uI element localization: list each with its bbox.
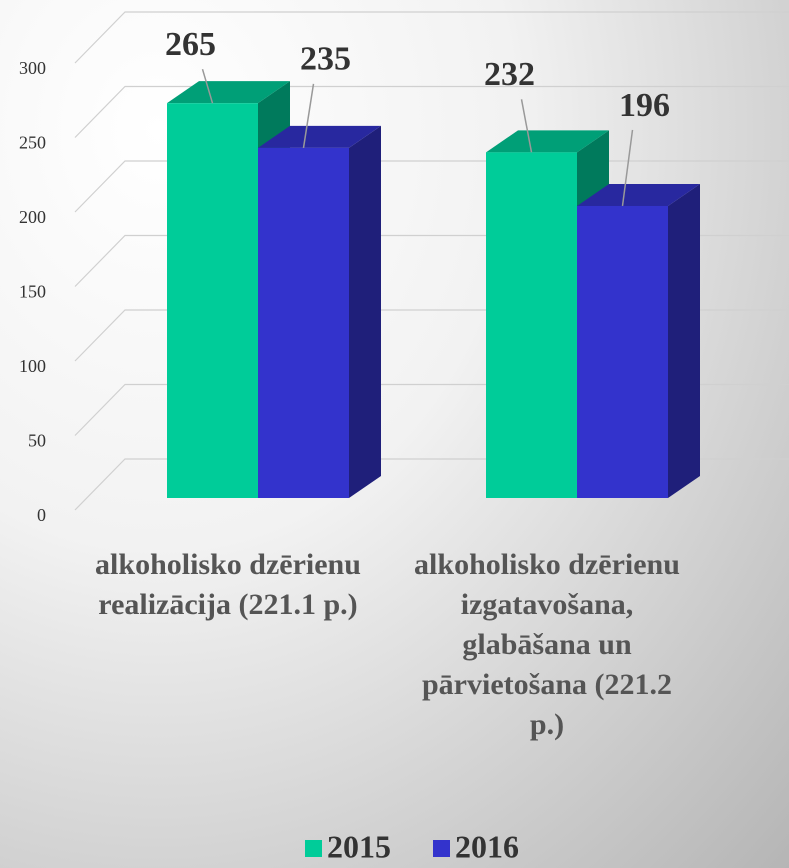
y-tick-label: 0 bbox=[37, 505, 46, 525]
grid-line bbox=[74, 11, 789, 64]
y-tick-label: 150 bbox=[19, 282, 46, 302]
data-label: 232 bbox=[484, 56, 535, 93]
x-tick-label: alkoholisko dzērienu realizācija (221.1 … bbox=[95, 548, 361, 621]
legend-swatch bbox=[433, 840, 450, 857]
legend-label: 2016 bbox=[455, 828, 519, 864]
leader-line bbox=[302, 83, 315, 148]
x-tick-label: alkoholisko dzērienu izgatavošana, glabā… bbox=[414, 548, 680, 741]
bar bbox=[486, 152, 577, 498]
leader-line bbox=[520, 99, 533, 153]
bar-top bbox=[167, 81, 290, 104]
bar-top bbox=[258, 125, 381, 148]
bar bbox=[258, 147, 349, 498]
grid-line bbox=[74, 85, 789, 138]
y-tick-label: 50 bbox=[28, 431, 46, 451]
data-label: 235 bbox=[300, 41, 351, 78]
legend-swatch bbox=[305, 840, 322, 857]
legend-label: 2015 bbox=[327, 828, 391, 864]
data-label: 265 bbox=[165, 26, 216, 63]
bar-top bbox=[577, 183, 700, 206]
bar-side bbox=[349, 125, 381, 498]
y-tick-label: 250 bbox=[19, 133, 46, 153]
y-tick-label: 300 bbox=[19, 58, 46, 78]
leader-line bbox=[621, 129, 634, 207]
y-tick-label: 100 bbox=[19, 356, 46, 376]
bar bbox=[167, 103, 258, 499]
bar-side bbox=[668, 183, 700, 498]
bar bbox=[577, 205, 668, 498]
bar-top bbox=[486, 130, 609, 153]
y-tick-label: 200 bbox=[19, 207, 46, 227]
leader-line bbox=[201, 68, 214, 104]
data-label: 196 bbox=[619, 87, 670, 124]
